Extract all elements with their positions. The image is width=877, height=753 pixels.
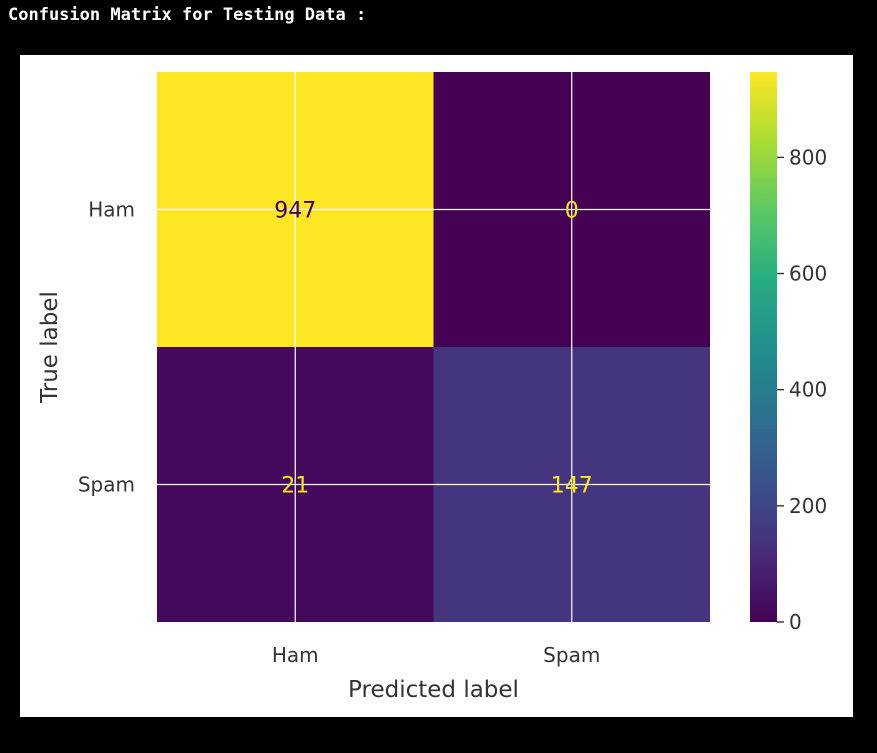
y-axis-label: True label — [37, 291, 63, 404]
cell-value-label: 21 — [281, 474, 309, 499]
y-tick-label: Spam — [78, 473, 135, 497]
colorbar-tick-label: 0 — [789, 610, 802, 634]
heatmap-cells — [157, 72, 710, 622]
cell-value-labels: 947 0 21 147 — [274, 199, 593, 499]
y-tick-label: Ham — [88, 198, 135, 222]
colorbar — [750, 72, 777, 622]
cell-value-label: 0 — [565, 199, 579, 224]
confusion-matrix-figure: 947 0 21 147 Ham Spam Ham Spam Predicted labe… — [20, 55, 853, 717]
colorbar-tick-label: 200 — [789, 494, 827, 518]
x-tick-label: Spam — [543, 643, 600, 667]
gridlines — [157, 72, 710, 622]
cell-value-label: 947 — [274, 199, 316, 224]
x-axis-label: Predicted label — [348, 677, 519, 703]
x-axis-ticks: Ham Spam — [272, 643, 600, 667]
cell-value-label: 147 — [551, 474, 593, 499]
colorbar-tick-label: 800 — [789, 145, 827, 169]
confusion-matrix-chart: 947 0 21 147 Ham Spam Ham Spam Predicted labe… — [37, 72, 827, 703]
colorbar-ticks: 0 200 400 600 800 — [777, 145, 827, 634]
y-axis-ticks: Ham Spam — [78, 198, 135, 497]
x-tick-label: Ham — [272, 643, 319, 667]
output-title: Confusion Matrix for Testing Data : — [8, 5, 367, 25]
colorbar-tick-label: 600 — [789, 262, 827, 286]
colorbar-tick-label: 400 — [789, 378, 827, 402]
